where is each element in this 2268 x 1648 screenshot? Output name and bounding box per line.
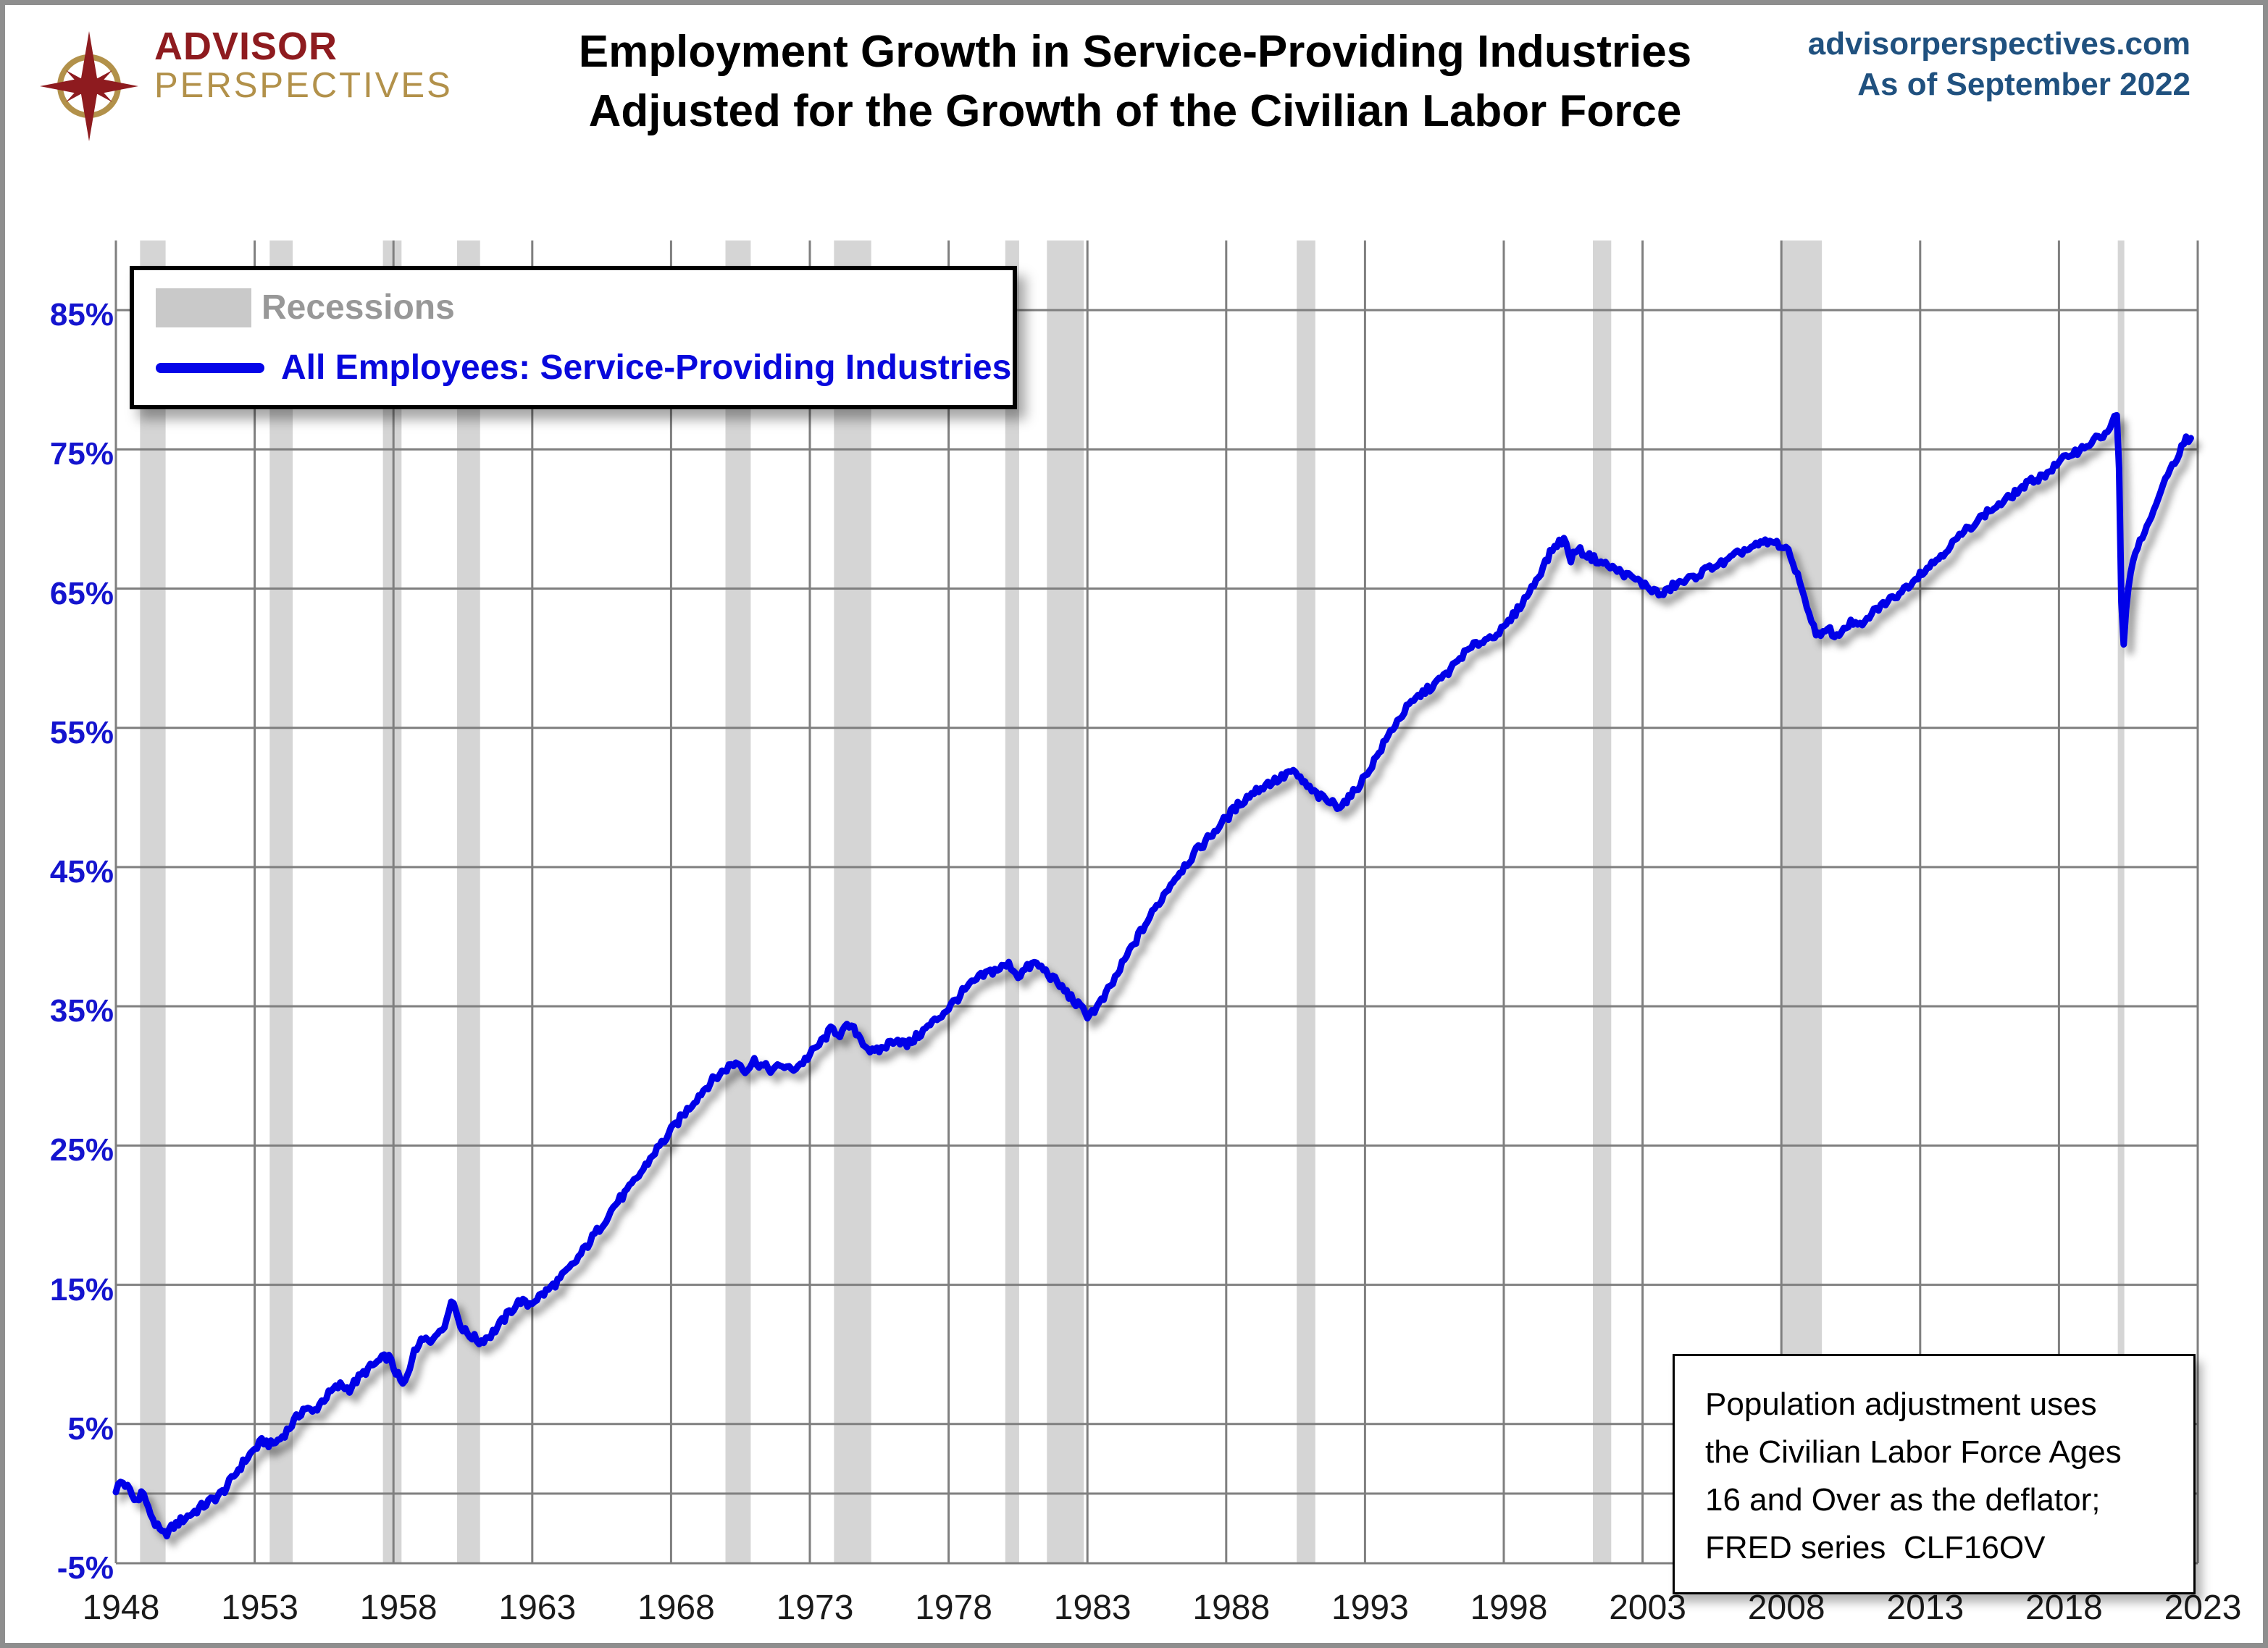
x-tick-label: 1953 <box>221 1589 298 1627</box>
x-tick-label: 1988 <box>1192 1589 1271 1627</box>
recession-band <box>140 240 166 1563</box>
x-tick-label: 1978 <box>915 1589 992 1627</box>
footnote-line-2: the Civilian Labor Force Ages <box>1705 1434 2122 1470</box>
y-tick-label: 85% <box>49 297 114 333</box>
recession-band <box>1780 240 1823 1563</box>
advisor-perspectives-logo: ADVISOR PERSPECTIVES <box>31 27 453 143</box>
recession-band <box>1005 240 1019 1563</box>
x-tick-label: 1968 <box>637 1589 715 1627</box>
y-tick-label: -5% <box>57 1550 114 1586</box>
x-tick-label: 1973 <box>776 1589 854 1627</box>
as-of-date: As of September 2022 <box>1857 67 2190 102</box>
x-tick-label: 1983 <box>1053 1589 1131 1627</box>
x-tick-label: 1963 <box>498 1589 577 1627</box>
series-line-swatch <box>156 362 264 373</box>
x-tick-label: 1948 <box>82 1589 160 1627</box>
employment-growth-line <box>112 411 2194 1540</box>
x-tick-label: 2018 <box>2025 1589 2103 1627</box>
y-tick-label: 65% <box>49 575 114 611</box>
source-block: advisorperspectives.com As of September … <box>1808 24 2190 105</box>
recession-band <box>1297 240 1315 1563</box>
y-tick-label: 15% <box>49 1271 114 1308</box>
y-tick-label: 45% <box>49 853 114 890</box>
x-tick-label: 1998 <box>1470 1589 1548 1627</box>
footnote-line-1: Population adjustment uses <box>1705 1386 2097 1422</box>
y-tick-label: 75% <box>49 436 114 472</box>
recession-band <box>269 240 293 1563</box>
legend-recessions-label: Recessions <box>261 288 455 327</box>
x-tick-label: 1993 <box>1331 1589 1409 1627</box>
logo-perspectives-text: PERSPECTIVES <box>154 66 453 105</box>
recession-swatch <box>156 288 251 327</box>
x-tick-label: 2023 <box>2164 1589 2242 1627</box>
legend-row-recessions: Recessions <box>156 288 1013 327</box>
y-tick-label: 25% <box>49 1132 114 1168</box>
y-tick-label: 5% <box>67 1410 114 1447</box>
x-tick-label: 1958 <box>359 1589 438 1627</box>
chart-plot <box>112 240 2199 1565</box>
footnote-line-4: FRED series CLF16OV <box>1705 1530 2046 1565</box>
title-line-2: Adjusted for the Growth of the Civilian … <box>588 86 1682 136</box>
recession-band <box>1047 240 1084 1563</box>
legend: Recessions All Employees: Service-Provid… <box>130 266 1017 409</box>
recession-band <box>725 240 751 1563</box>
recession-band <box>1593 240 1612 1563</box>
logo-advisor-text: ADVISOR <box>154 25 338 68</box>
x-tick-label: 2013 <box>1886 1589 1964 1627</box>
recession-band <box>2117 240 2125 1563</box>
footnote-line-3: 16 and Over as the deflator; <box>1705 1482 2101 1518</box>
x-tick-label: 2008 <box>1747 1589 1825 1627</box>
legend-series-label: All Employees: Service-Providing Industr… <box>281 348 1012 387</box>
y-tick-label: 55% <box>49 714 114 750</box>
site-url: advisorperspectives.com <box>1807 26 2190 62</box>
compass-icon <box>40 31 138 141</box>
recession-band <box>834 240 871 1563</box>
recession-band <box>382 240 402 1563</box>
x-tick-label: 2003 <box>1609 1589 1686 1627</box>
page-title: Employment Growth in Service-Providing I… <box>237 22 2033 141</box>
title-line-1: Employment Growth in Service-Providing I… <box>578 27 1692 77</box>
recession-band <box>456 240 480 1563</box>
footnote-box: Population adjustment uses the Civilian … <box>1673 1354 2196 1594</box>
y-tick-label: 35% <box>49 993 114 1029</box>
legend-row-series: All Employees: Service-Providing Industr… <box>156 348 1013 388</box>
